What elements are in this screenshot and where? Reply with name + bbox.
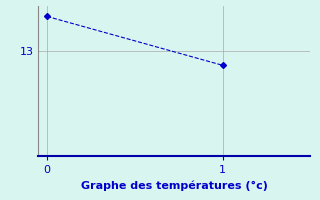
X-axis label: Graphe des températures (°c): Graphe des températures (°c) xyxy=(81,181,268,191)
